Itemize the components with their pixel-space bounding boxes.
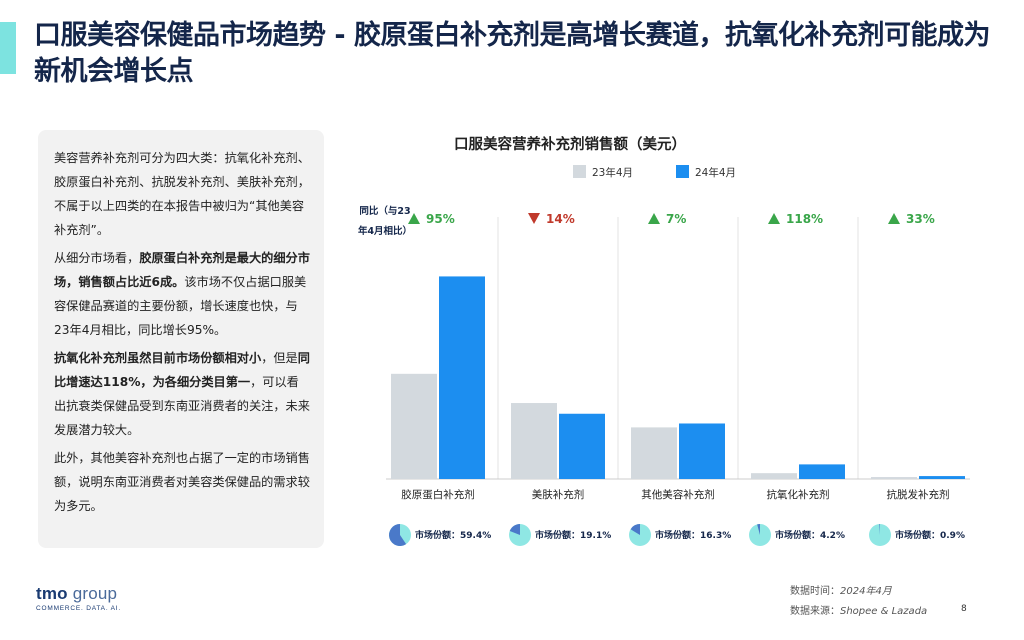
bar-2023-apr-2	[511, 403, 557, 479]
legend-label-1: 23年4月	[592, 166, 633, 179]
data-date-label: 数据时间：	[790, 586, 840, 597]
category-label-4: 抗氧化补充剂	[767, 488, 830, 501]
market-share-slice-1	[389, 524, 407, 546]
category-label-5: 抗脱发补充剂	[887, 488, 950, 501]
page-title: 口服美容保健品市场趋势 - 胶原蛋白补充剂是高增长赛道，抗氧化补充剂可能成为新机…	[34, 20, 991, 87]
category-label-1: 胶原蛋白补充剂	[401, 488, 475, 501]
p3-highlight-1: 抗氧化补充剂虽然目前市场份额相对小	[54, 351, 262, 365]
insight-paragraph-4: 此外，其他美容补充剂也占据了一定的市场销售额，说明东南亚消费者对美容类保健品的需…	[54, 451, 310, 513]
accent-bar	[0, 22, 16, 74]
legend-swatch-2	[676, 165, 689, 178]
category-label-3: 其他美容补充剂	[641, 488, 715, 501]
bar-2024-apr-1	[439, 276, 485, 479]
page-number: 8	[961, 604, 967, 614]
logo-wordmark: tmo	[36, 584, 68, 603]
yoy-label: 同比（与23	[359, 205, 410, 217]
down-arrow-icon	[528, 213, 540, 224]
insight-paragraph-2: 从细分市场看，胶原蛋白补充剂是最大的细分市场，销售额占比近6成。该市场不仅占据口…	[54, 246, 310, 342]
yoy-value-2: 14%	[546, 212, 575, 226]
sales-chart: 口服美容营养补充剂销售额（美元） 23年4月 24年4月同比（与23 年4月相比） 胶原…	[340, 125, 1000, 555]
market-share-label-2: 市场份额：19.1%	[535, 529, 611, 541]
bar-2024-apr-4	[799, 464, 845, 479]
data-source-label: 数据来源：	[790, 606, 840, 617]
insight-paragraph-1: 美容营养补充剂可分为四大类：抗氧化补充剂、胶原蛋白补充剂、抗脱发补充剂、美肤补充…	[54, 151, 310, 237]
market-share-label-3: 市场份额：16.3%	[655, 529, 731, 541]
bar-2023-apr-5	[871, 477, 917, 479]
market-share-label-4: 市场份额：4.2%	[775, 529, 845, 541]
market-share-slice-3	[630, 524, 640, 535]
bar-2023-apr-1	[391, 373, 437, 479]
market-share-label-1: 市场份额：59.4%	[415, 529, 491, 541]
insight-panel: 美容营养补充剂可分为四大类：抗氧化补充剂、胶原蛋白补充剂、抗脱发补充剂、美肤补充…	[38, 130, 324, 548]
logo-group-text: group	[67, 584, 118, 603]
bar-2023-apr-3	[631, 427, 677, 479]
chart-title: 口服美容营养补充剂销售额（美元）	[454, 135, 686, 153]
yoy-value-4: 118%	[786, 212, 823, 226]
yoy-value-5: 33%	[906, 212, 935, 226]
p2-lead: 从细分市场看，	[54, 251, 140, 265]
market-share-slice-2	[509, 524, 520, 535]
market-share-slice-5	[879, 524, 880, 535]
insight-paragraph-3: 抗氧化补充剂虽然目前市场份额相对小，但是同比增速达118%，为各细分类目第一，可…	[54, 346, 310, 442]
yoy-value-3: 7%	[666, 212, 686, 226]
up-arrow-icon	[768, 213, 780, 224]
legend-swatch-1	[573, 165, 586, 178]
p2-body: 该市场不仅占据口服美容保健品赛道的主要份额，增长速度也快，与23年4月相比，同比…	[54, 275, 307, 337]
market-share-label-5: 市场份额：0.9%	[895, 529, 965, 541]
bar-2023-apr-4	[751, 473, 797, 479]
up-arrow-icon	[648, 213, 660, 224]
yoy-label-line-2: 年4月相比）	[358, 225, 412, 237]
p2-highlight: 胶原蛋白补充剂是最大的细分市场，销售额占比近6成。	[54, 251, 310, 289]
logo-tagline: COMMERCE. DATA. AI.	[36, 605, 122, 612]
p3-body: ，可以看出抗衰类保健品受到东南亚消费者的关注，未来发展潜力较大。	[54, 375, 310, 437]
company-logo: tmo group COMMERCE. DATA. AI.	[36, 584, 121, 612]
bar-2024-apr-5	[919, 476, 965, 479]
data-date: 数据时间：2024年4月	[790, 582, 892, 597]
legend-label-2: 24年4月	[695, 166, 736, 179]
up-arrow-icon	[408, 213, 420, 224]
data-date-value: 2024年4月	[840, 586, 892, 597]
data-source: 数据来源：Shopee & Lazada	[790, 602, 927, 617]
market-share-slice-4	[757, 524, 760, 535]
data-source-value: Shopee & Lazada	[840, 606, 928, 617]
p3-highlight-2: 同比增速达118%，为各细分类目第一	[54, 351, 310, 389]
up-arrow-icon	[888, 213, 900, 224]
bar-2024-apr-2	[559, 413, 605, 479]
bar-2024-apr-3	[679, 423, 725, 479]
p3-joiner: ，但是	[261, 351, 298, 365]
category-label-2: 美肤补充剂	[532, 488, 585, 501]
yoy-value-1: 95%	[426, 212, 455, 226]
